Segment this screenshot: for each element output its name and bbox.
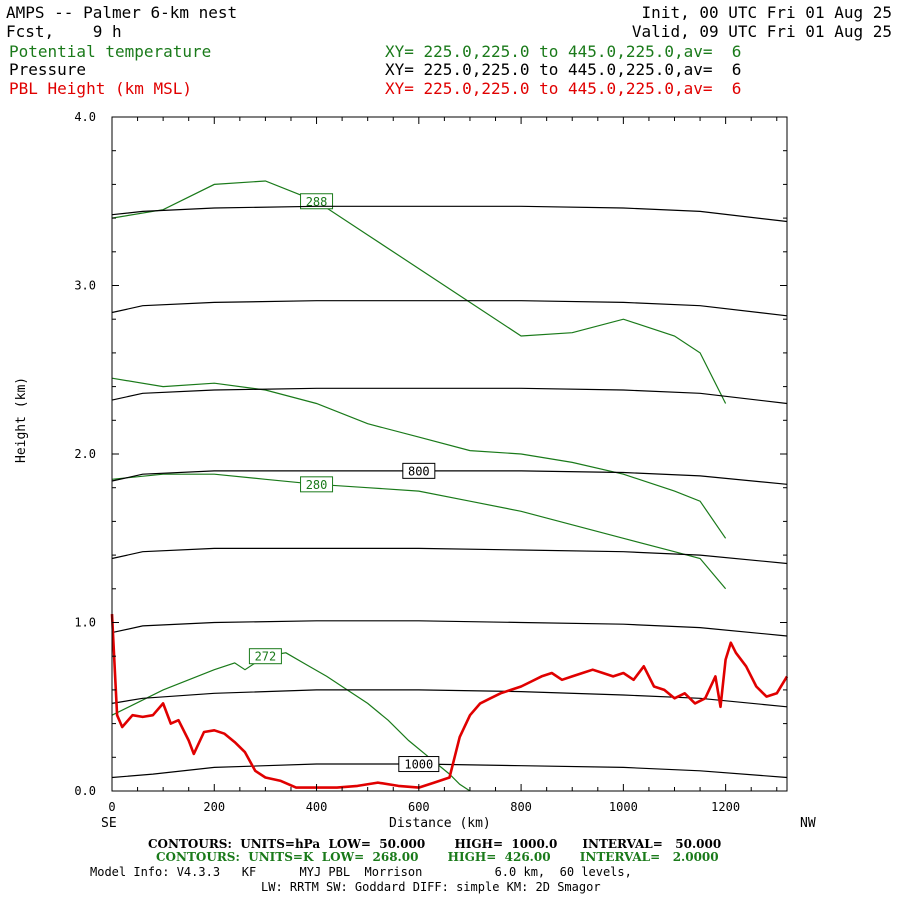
x-tick-label-0: 0 [108,800,115,814]
footer-theta-contours: CONTOURS: UNITS=K LOW= 268.00 HIGH= 426.… [156,850,719,864]
pressure-contour-label-0: 1000 [404,758,433,772]
theta-contour-3 [111,180,727,404]
theta-contour-label-0-box [248,648,282,665]
pressure-contour-label-0-box [398,756,440,773]
pbl-height-line [110,614,789,789]
pressure-contour-3 [111,547,788,565]
pressure-contour-4 [111,470,788,485]
field-theta-xy: XY= 225.0,225.0 to 445.0,225.0,av= 6 [385,42,742,61]
pressure-contour-2 [111,620,788,637]
footer-pressure-contours: CONTOURS: UNITS=hPa LOW= 50.000 HIGH= 10… [148,837,722,851]
x-axis-label: Distance (km) [389,816,491,831]
y-tick-label-0: 0.0 [74,784,96,798]
theta-contour-label-3-box [300,193,334,210]
theta-contour-label-1-box [300,476,334,493]
pressure-contour-label-4: 800 [408,464,430,478]
pressure-contour-1 [111,689,788,708]
field-pbl-name: PBL Height (km MSL) [9,79,193,98]
theta-contour-label-1: 280 [306,478,328,492]
footer-physics-info: LW: RRTM SW: Goddard DIFF: simple KM: 2D… [261,880,601,894]
theta-contour-2 [111,377,727,539]
x-tick-label-6: 1200 [711,800,740,814]
valid-time: Valid, 09 UTC Fri 01 Aug 25 [631,22,892,41]
forecast-hour: Fcst, 9 h [6,22,122,41]
footer-model-info: Model Info: V4.3.3 KF MYJ PBL Morrison 6… [90,865,632,879]
x-tick-label-2: 400 [306,800,328,814]
x-tick-label-1: 200 [203,800,225,814]
theta-contour-label-0: 272 [255,650,277,664]
pressure-contour-label-4-box [402,462,436,479]
y-tick-label-1: 1.0 [74,616,96,630]
x-tick-label-5: 1000 [609,800,638,814]
field-pressure-name: Pressure [9,60,87,79]
pressure-contour-6 [111,300,788,317]
y-tick-label-4: 4.0 [74,110,96,124]
x-tick-label-4: 800 [510,800,532,814]
field-theta-name: Potential temperature [9,42,212,61]
chart-title: AMPS -- Palmer 6-km nest [6,3,238,22]
field-pbl-xy: XY= 225.0,225.0 to 445.0,225.0,av= 6 [385,79,742,98]
init-time: Init, 00 UTC Fri 01 Aug 25 [641,3,892,22]
x-tick-label-3: 600 [408,800,430,814]
y-tick-label-2: 2.0 [74,447,96,461]
y-tick-label-3: 3.0 [74,279,96,293]
theta-contour-1 [111,473,727,590]
pressure-contour-7 [111,205,788,223]
pressure-contour-5 [111,387,788,405]
y-axis-label: Height (km) [14,376,29,463]
x-axis-left-end: SE [101,816,117,831]
field-pressure-xy: XY= 225.0,225.0 to 445.0,225.0,av= 6 [385,60,742,79]
theta-contour-label-3: 288 [306,195,328,209]
x-axis-right-end: NW [800,816,816,831]
